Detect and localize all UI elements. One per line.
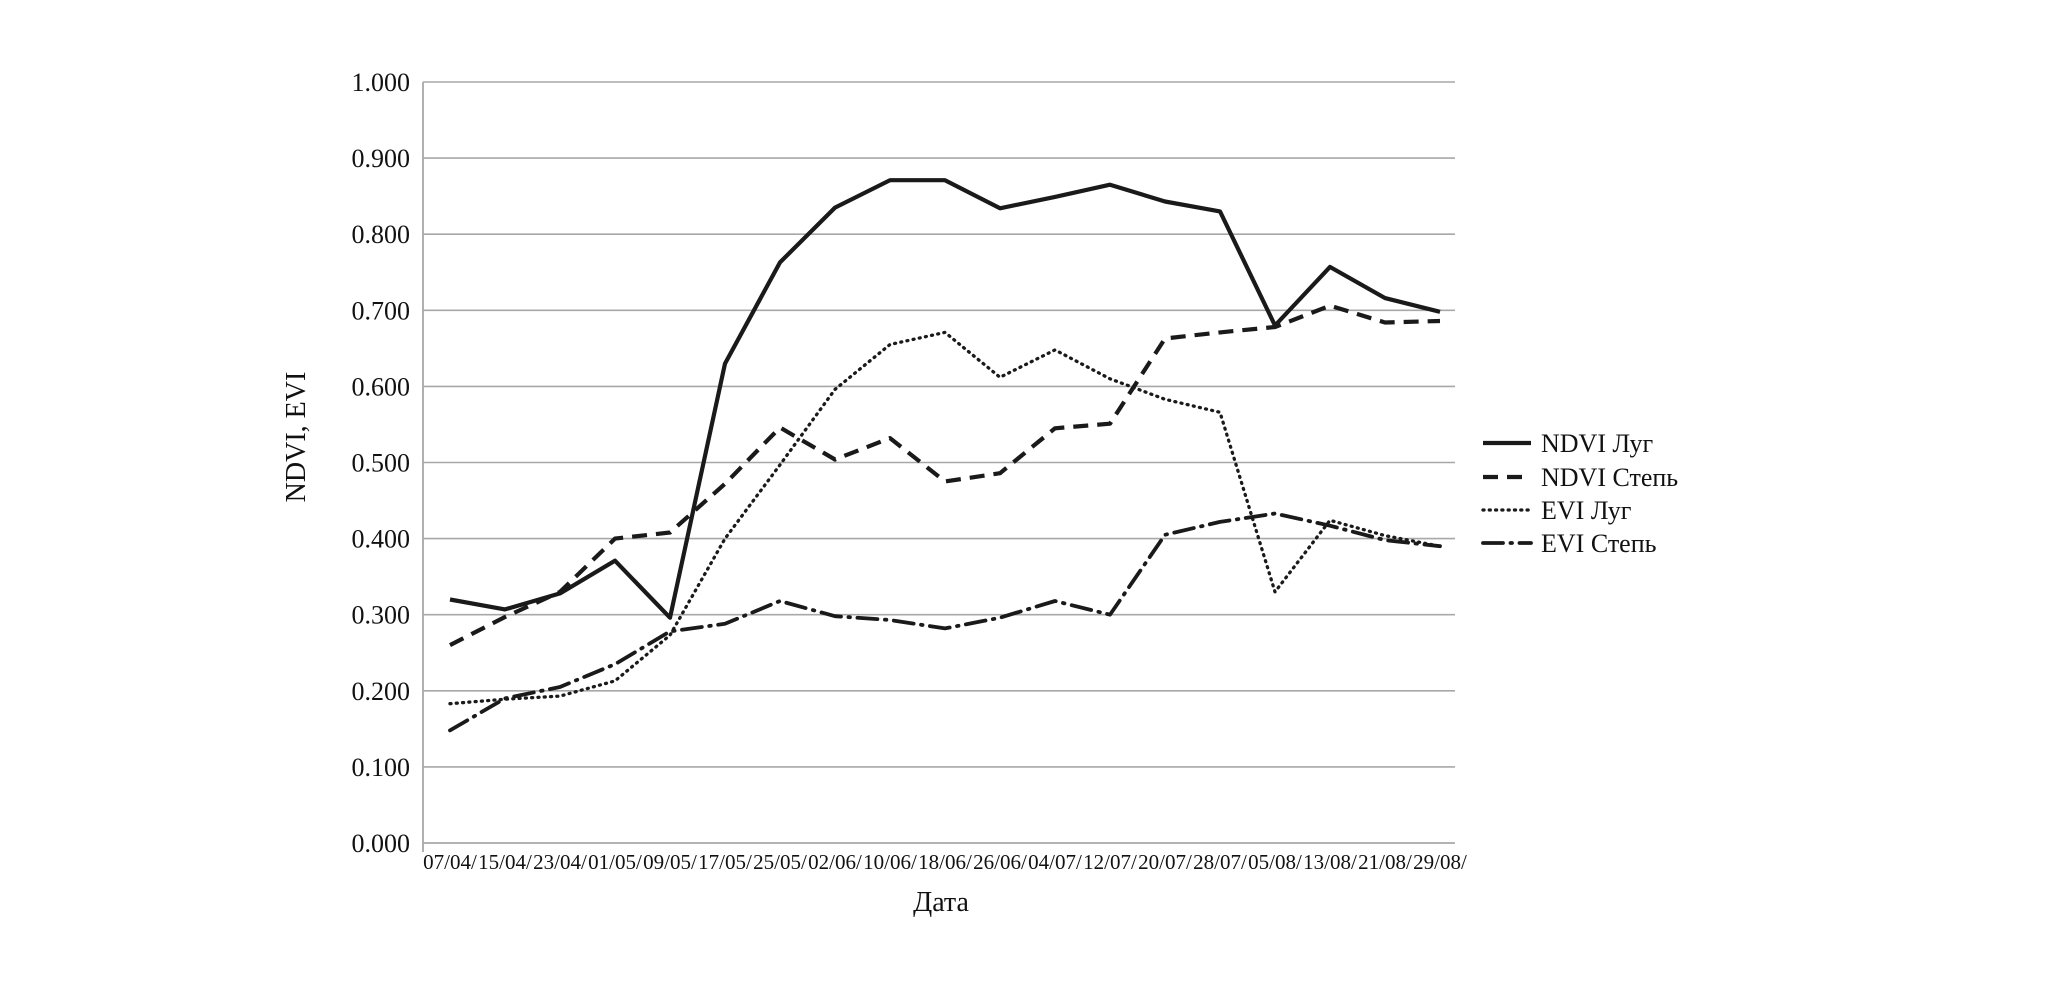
x-tick-label: 21/08/ — [1358, 850, 1412, 874]
x-tick-label: 26/06/ — [973, 850, 1027, 874]
x-tick-label: 13/08/ — [1303, 850, 1357, 874]
x-tick-label: 28/07/ — [1193, 850, 1247, 874]
x-tick-label: 17/05/ — [698, 850, 752, 874]
y-tick-label: 0.200 — [352, 677, 411, 706]
y-tick-label: 0.100 — [352, 753, 411, 782]
x-tick-label: 10/06/ — [863, 850, 917, 874]
y-tick-label: 0.800 — [352, 220, 411, 249]
x-axis-title: Дата — [913, 887, 969, 918]
series-line-dashdot — [448, 511, 1442, 733]
y-tick-label: 0.900 — [352, 144, 411, 173]
y-axis-title: NDVI, EVI — [281, 372, 312, 503]
x-tick-label: 25/05/ — [753, 850, 807, 874]
x-tick-label: 05/08/ — [1248, 850, 1302, 874]
axes — [422, 82, 1455, 852]
x-tick-label: 23/04/ — [533, 850, 587, 874]
legend-item-label: EVI Луг — [1541, 496, 1631, 525]
series-line-dotted — [448, 330, 1442, 706]
x-tick-label: 29/08/ — [1413, 850, 1467, 874]
y-tick-label: 1.000 — [352, 68, 411, 97]
y-tick-label: 0.000 — [352, 829, 411, 858]
x-tick-label: 02/06/ — [808, 850, 862, 874]
gridlines — [423, 81, 1455, 768]
x-tick-label: 09/05/ — [643, 850, 697, 874]
legend: NDVI Луг NDVI Степь EVI Луг EVI Степь — [1481, 429, 1678, 558]
legend-item-label: NDVI Луг — [1541, 429, 1653, 458]
x-tick-label: 01/05/ — [588, 850, 642, 874]
x-tick-label: 07/04/ — [423, 850, 477, 874]
x-tick-label: 15/04/ — [478, 850, 532, 874]
x-tick-label: 12/07/ — [1083, 850, 1137, 874]
data-series — [448, 178, 1442, 733]
y-tick-label: 0.500 — [352, 449, 411, 478]
y-tick-label: 0.700 — [352, 296, 411, 325]
tick-labels: 0.000 0.100 0.200 0.300 0.400 0.500 0.600 0.700… — [352, 68, 1467, 874]
y-tick-label: 0.600 — [352, 372, 411, 401]
legend-item-label: NDVI Степь — [1541, 463, 1678, 492]
y-tick-label: 0.400 — [352, 525, 411, 554]
series-line-dashed — [449, 303, 1441, 647]
x-tick-label: 18/06/ — [918, 850, 972, 874]
x-tick-label: 04/07/ — [1028, 850, 1082, 874]
x-tick-label: 20/07/ — [1138, 850, 1192, 874]
legend-item-label: EVI Степь — [1541, 529, 1657, 558]
y-tick-label: 0.300 — [352, 601, 411, 630]
